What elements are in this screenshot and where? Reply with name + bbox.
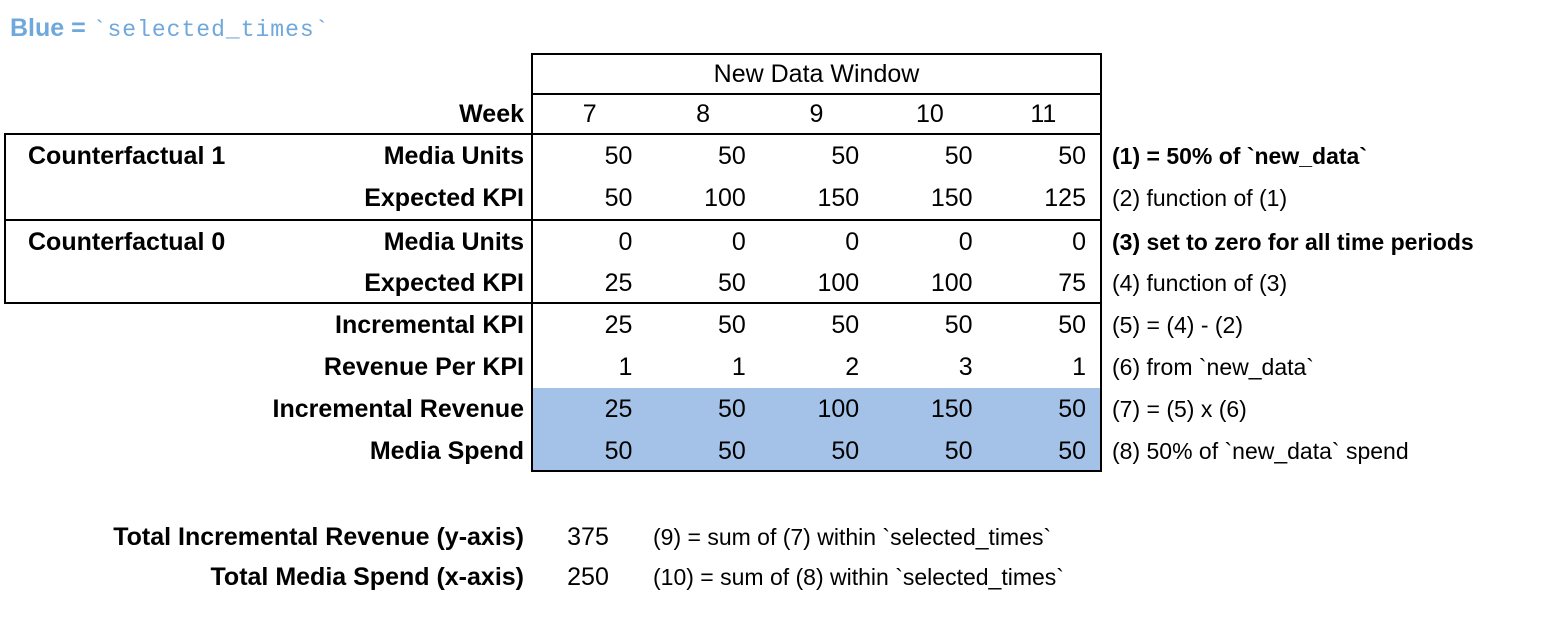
data-cell: 25	[604, 394, 633, 423]
data-cell: 50	[604, 436, 633, 465]
annotation-4: (4) function of (3)	[1112, 269, 1288, 296]
data-cell: 100	[817, 268, 860, 297]
annotation-3: (3) set to zero for all time periods	[1112, 228, 1474, 255]
data-cell: 125	[1044, 183, 1086, 212]
data-cell: 50	[1058, 436, 1086, 465]
week-cell: 11	[1030, 99, 1057, 128]
divider	[4, 219, 1102, 221]
data-row: 50 50 50 50 50	[533, 135, 1100, 177]
annotation-1: (1) = 50% of `new_data`	[1112, 142, 1367, 169]
total-incremental-revenue-value: 375	[567, 522, 609, 551]
total-media-spend-value: 250	[567, 562, 609, 591]
data-cell: 1	[1072, 352, 1086, 381]
data-cell: 2	[845, 352, 860, 381]
data-cell: 50	[1058, 310, 1086, 339]
row-label-incremental-kpi: Incremental KPI	[335, 310, 524, 339]
annotation-5: (5) = (4) - (2)	[1112, 311, 1243, 338]
data-cell: 50	[1058, 141, 1086, 170]
data-cell: 50	[604, 183, 633, 212]
divider	[531, 53, 1102, 55]
data-cell: 50	[717, 394, 746, 423]
row-label-revenue-per-kpi: Revenue Per KPI	[323, 352, 524, 381]
data-cell: 50	[717, 436, 746, 465]
data-cell: 3	[958, 352, 973, 381]
week-row: 7 8 9 10 11	[533, 95, 1100, 133]
total-media-spend-label: Total Media Spend (x-axis)	[210, 562, 524, 591]
data-cell: 1	[731, 352, 746, 381]
data-cell: 25	[604, 310, 633, 339]
data-cell: 100	[817, 394, 860, 423]
annotation-7: (7) = (5) x (6)	[1112, 395, 1247, 422]
data-cell: 50	[944, 310, 973, 339]
data-cell: 50	[831, 436, 860, 465]
row-label-expected-kpi-cf1: Expected KPI	[364, 183, 524, 212]
divider	[531, 93, 1102, 95]
data-cell: 150	[930, 394, 973, 423]
annotation-2: (2) function of (1)	[1112, 184, 1288, 211]
data-cell: 50	[831, 141, 860, 170]
data-cell: 50	[944, 436, 973, 465]
data-cell: 25	[604, 268, 633, 297]
group-label-counterfactual-0: Counterfactual 0	[28, 227, 226, 256]
total-incremental-revenue-annotation: (9) = sum of (7) within `selected_times`	[653, 523, 1052, 550]
selected-times-highlight	[533, 388, 1100, 470]
legend: Blue = `selected_times`	[10, 14, 330, 43]
data-cell: 1	[618, 352, 633, 381]
data-cell: 50	[717, 268, 746, 297]
data-cell: 50	[604, 141, 633, 170]
total-media-spend-annotation: (10) = sum of (8) within `selected_times…	[653, 563, 1064, 590]
week-cell: 7	[582, 99, 597, 128]
row-label-media-units-cf1: Media Units	[383, 141, 524, 170]
data-cell: 0	[1072, 227, 1086, 256]
row-label-expected-kpi-cf0: Expected KPI	[364, 268, 524, 297]
data-cell: 150	[930, 183, 973, 212]
data-cell: 0	[731, 227, 746, 256]
data-row: 25 50 50 50 50	[533, 304, 1100, 346]
divider	[531, 53, 533, 472]
data-cell: 100	[704, 183, 746, 212]
total-incremental-revenue-label: Total Incremental Revenue (y-axis)	[113, 522, 524, 551]
week-cell: 10	[915, 99, 944, 128]
data-cell: 50	[1058, 394, 1086, 423]
annotation-8: (8) 50% of `new_data` spend	[1112, 437, 1409, 464]
data-cell: 0	[618, 227, 633, 256]
data-row: 50 50 50 50 50	[533, 430, 1100, 472]
data-row: 50 100 150 150 125	[533, 177, 1100, 219]
row-label-media-units-cf0: Media Units	[383, 227, 524, 256]
legend-code: `selected_times`	[92, 17, 330, 43]
divider	[1100, 53, 1102, 472]
data-cell: 0	[845, 227, 860, 256]
data-row: 0 0 0 0 0	[533, 221, 1100, 263]
week-label: Week	[459, 99, 524, 128]
data-cell: 100	[930, 268, 973, 297]
data-cell: 50	[944, 141, 973, 170]
divider	[531, 470, 1102, 472]
data-row: 25 50 100 150 50	[533, 388, 1100, 430]
group-label-counterfactual-1: Counterfactual 1	[28, 141, 226, 170]
row-label-media-spend: Media Spend	[369, 436, 524, 465]
new-data-window-header: New Data Window	[713, 59, 920, 88]
divider	[4, 133, 1102, 135]
data-row: 1 1 2 3 1	[533, 346, 1100, 388]
week-cell: 8	[696, 99, 711, 128]
annotation-6: (6) from `new_data`	[1112, 353, 1314, 380]
data-cell: 50	[717, 310, 746, 339]
data-cell: 0	[958, 227, 973, 256]
data-cell: 50	[831, 310, 860, 339]
data-cell: 50	[717, 141, 746, 170]
data-cell: 150	[817, 183, 860, 212]
data-cell: 75	[1058, 268, 1086, 297]
legend-label: Blue =	[10, 14, 93, 42]
data-row: 25 50 100 100 75	[533, 262, 1100, 304]
divider	[4, 302, 1102, 304]
row-label-incremental-revenue: Incremental Revenue	[272, 394, 525, 423]
divider	[4, 133, 6, 304]
week-cell: 9	[809, 99, 824, 128]
